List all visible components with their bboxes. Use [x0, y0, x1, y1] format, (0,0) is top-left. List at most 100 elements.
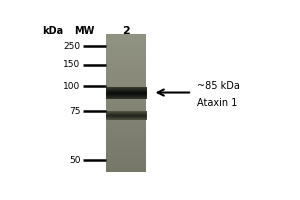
Bar: [106, 35, 146, 37]
Bar: [106, 87, 146, 89]
Bar: [106, 112, 146, 113]
Bar: [106, 74, 146, 75]
Bar: [106, 43, 146, 44]
Bar: [106, 102, 146, 103]
Bar: [106, 169, 146, 170]
Bar: [106, 92, 146, 93]
Bar: [106, 117, 146, 118]
Bar: [106, 144, 146, 145]
Bar: [106, 73, 146, 74]
Bar: [106, 168, 146, 169]
Bar: [106, 42, 146, 43]
Bar: [106, 136, 146, 137]
Bar: [106, 78, 146, 80]
Bar: [106, 135, 146, 136]
Bar: [106, 57, 146, 59]
Bar: [106, 55, 146, 57]
Bar: [106, 62, 146, 63]
Bar: [106, 165, 146, 166]
Bar: [106, 45, 146, 47]
Bar: [106, 132, 146, 133]
Bar: [106, 98, 146, 100]
Bar: [106, 142, 146, 144]
Bar: [106, 104, 146, 105]
Bar: [106, 53, 146, 54]
Bar: [106, 120, 146, 122]
Bar: [106, 126, 146, 127]
Bar: [106, 151, 146, 152]
Bar: [106, 108, 146, 109]
Bar: [106, 161, 146, 162]
Bar: [106, 94, 146, 95]
Bar: [106, 67, 146, 69]
Bar: [106, 88, 146, 90]
Bar: [106, 109, 146, 111]
Bar: [106, 143, 146, 144]
Bar: [106, 96, 146, 97]
Bar: [106, 97, 146, 98]
Bar: [106, 167, 146, 168]
Bar: [106, 127, 146, 128]
Bar: [106, 111, 146, 112]
Bar: [106, 49, 146, 50]
Bar: [106, 56, 146, 58]
Bar: [106, 149, 146, 150]
Bar: [106, 153, 146, 154]
Bar: [106, 154, 146, 155]
Bar: [106, 161, 146, 163]
Bar: [106, 54, 146, 55]
Bar: [106, 101, 146, 102]
Bar: [106, 66, 146, 68]
Bar: [106, 162, 146, 164]
Text: ~85 kDa: ~85 kDa: [197, 81, 240, 91]
Bar: [106, 130, 146, 132]
Text: 50: 50: [69, 156, 80, 165]
Bar: [106, 58, 146, 59]
Bar: [106, 133, 146, 134]
Bar: [106, 85, 146, 86]
Bar: [106, 114, 146, 115]
Bar: [106, 163, 146, 165]
Bar: [106, 72, 146, 73]
Bar: [106, 103, 146, 104]
Bar: [106, 147, 146, 148]
Bar: [106, 137, 146, 138]
Bar: [106, 34, 146, 36]
Bar: [106, 164, 146, 165]
Bar: [106, 55, 146, 56]
Bar: [106, 38, 146, 39]
Bar: [106, 100, 146, 101]
Bar: [106, 64, 146, 65]
Bar: [106, 70, 146, 71]
Bar: [106, 121, 146, 122]
Bar: [106, 105, 146, 106]
Bar: [106, 158, 146, 159]
Text: Ataxin 1: Ataxin 1: [197, 98, 237, 108]
Bar: [106, 60, 146, 61]
Bar: [106, 159, 146, 160]
Bar: [106, 123, 146, 124]
Bar: [106, 80, 146, 81]
Bar: [106, 40, 146, 41]
Bar: [106, 139, 146, 140]
Bar: [106, 124, 146, 125]
Bar: [106, 145, 146, 146]
Bar: [106, 125, 146, 126]
Bar: [106, 157, 146, 158]
Bar: [106, 140, 146, 141]
Bar: [106, 118, 146, 119]
Bar: [106, 95, 146, 96]
Text: kDa: kDa: [42, 26, 63, 36]
Bar: [106, 66, 146, 67]
Bar: [106, 156, 146, 157]
Bar: [106, 69, 146, 70]
Bar: [106, 93, 146, 94]
Bar: [106, 65, 146, 66]
Bar: [106, 47, 146, 48]
Bar: [106, 81, 146, 82]
Bar: [106, 50, 146, 51]
Bar: [106, 151, 146, 153]
Bar: [106, 41, 146, 42]
Bar: [106, 106, 146, 107]
Bar: [106, 86, 146, 87]
